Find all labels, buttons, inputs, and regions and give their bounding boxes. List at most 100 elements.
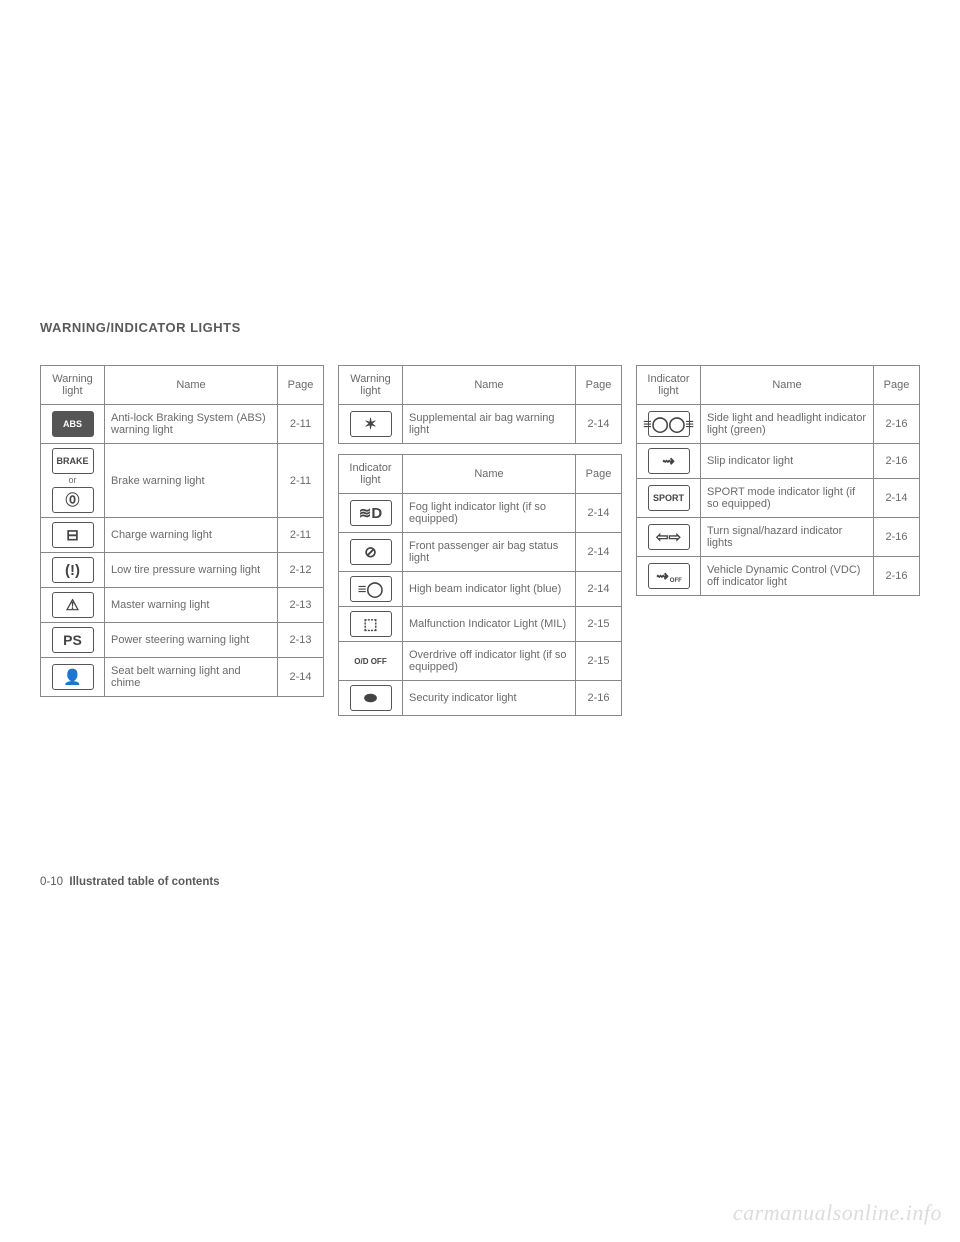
table-row: BRAKEor⓪Brake warning light2-11 <box>41 444 324 518</box>
page-ref-cell: 2-14 <box>576 405 622 444</box>
header-page: Page <box>278 366 324 405</box>
page-ref-cell: 2-14 <box>278 658 324 697</box>
watermark: carmanualsonline.info <box>733 1200 942 1226</box>
section-title: WARNING/INDICATOR LIGHTS <box>40 320 920 335</box>
page-ref-cell: 2-14 <box>576 494 622 533</box>
light-name-cell: Master warning light <box>105 588 278 623</box>
header-type: Indicator light <box>637 366 701 405</box>
indicator-icon: ⚠ <box>52 592 94 618</box>
table-row: SPORTSPORT mode indicator light (if so e… <box>637 479 920 518</box>
icon-cell: ⇦⇨ <box>637 518 701 557</box>
icon-cell: 👤 <box>41 658 105 697</box>
light-name-cell: Low tire pressure warning light <box>105 553 278 588</box>
page-ref-cell: 2-13 <box>278 588 324 623</box>
light-name-cell: Supplemental air bag warning light <box>403 405 576 444</box>
footer-page: 0-10 <box>40 876 63 888</box>
footer-text: Illustrated table of contents <box>69 876 219 888</box>
column-3: Indicator light Name Page ≡◯◯≡Side light… <box>636 365 920 716</box>
page-ref-cell: 2-16 <box>874 405 920 444</box>
icon-cell: ≋D <box>339 494 403 533</box>
table-row: ⬚ Malfunction Indicator Light (MIL)2-15 <box>339 607 622 642</box>
page-ref-cell: 2-14 <box>874 479 920 518</box>
page-ref-cell: 2-16 <box>874 557 920 596</box>
indicator-icon: ⊟ <box>52 522 94 548</box>
table-row: PSPower steering warning light2-13 <box>41 623 324 658</box>
header-page: Page <box>874 366 920 405</box>
indicator-icon: ≡◯ <box>350 576 392 602</box>
page-ref-cell: 2-15 <box>576 607 622 642</box>
indicator-icon: ⬬ <box>350 685 392 711</box>
icon-cell: ⇝ <box>637 444 701 479</box>
column-2: Warning light Name Page ✶Supplemental ai… <box>338 365 622 716</box>
page-ref-cell: 2-16 <box>874 444 920 479</box>
table-row: ≡◯ High beam indicator light (blue)2-14 <box>339 572 622 607</box>
light-name-cell: Security indicator light <box>403 681 576 716</box>
page-ref-cell: 2-12 <box>278 553 324 588</box>
page-ref-cell: 2-14 <box>576 533 622 572</box>
icon-cell: ABS <box>41 405 105 444</box>
indicator-icon: ≋D <box>350 500 392 526</box>
icon-cell: ≡◯ <box>339 572 403 607</box>
icon-cell: ⊘ <box>339 533 403 572</box>
page-ref-cell: 2-11 <box>278 405 324 444</box>
page-ref-cell: 2-14 <box>576 572 622 607</box>
page-ref-cell: 2-15 <box>576 642 622 681</box>
page-ref-cell: 2-16 <box>874 518 920 557</box>
light-name-cell: High beam indicator light (blue) <box>403 572 576 607</box>
header-name: Name <box>701 366 874 405</box>
icon-cell: SPORT <box>637 479 701 518</box>
icon-cell: BRAKEor⓪ <box>41 444 105 518</box>
table-col2b: Indicator light Name Page ≋D Fog light in… <box>338 454 622 716</box>
icon-cell: ✶ <box>339 405 403 444</box>
indicator-icon: ABS <box>52 411 94 437</box>
light-name-cell: Slip indicator light <box>701 444 874 479</box>
header-name: Name <box>403 366 576 405</box>
light-name-cell: Malfunction Indicator Light (MIL) <box>403 607 576 642</box>
indicator-icon: SPORT <box>648 485 690 511</box>
table-col2a: Warning light Name Page ✶Supplemental ai… <box>338 365 622 444</box>
light-name-cell: Front passenger air bag status light <box>403 533 576 572</box>
table-row: ⬬Security indicator light2-16 <box>339 681 622 716</box>
icon-cell: PS <box>41 623 105 658</box>
table-row: ⇝ Slip indicator light2-16 <box>637 444 920 479</box>
indicator-icon: ✶ <box>350 411 392 437</box>
column-1: Warning light Name Page ABSAnti-lock Bra… <box>40 365 324 716</box>
table-row: ABSAnti-lock Braking System (ABS) warnin… <box>41 405 324 444</box>
indicator-icon: ⇝OFF <box>648 563 690 589</box>
table-row: ⇦⇨ Turn signal/hazard indicator lights2-1… <box>637 518 920 557</box>
table-row: ⊘ Front passenger air bag status light2-1… <box>339 533 622 572</box>
icon-cell: ⊟ <box>41 518 105 553</box>
light-name-cell: Fog light indicator light (if so equippe… <box>403 494 576 533</box>
columns-container: Warning light Name Page ABSAnti-lock Bra… <box>40 365 920 716</box>
light-name-cell: Seat belt warning light and chime <box>105 658 278 697</box>
indicator-icon: ⬚ <box>350 611 392 637</box>
indicator-icon: 👤 <box>52 664 94 690</box>
indicator-icon: O/D OFF <box>354 658 386 667</box>
light-name-cell: Power steering warning light <box>105 623 278 658</box>
icon-cell: ⬬ <box>339 681 403 716</box>
indicator-icon: ⊘ <box>350 539 392 565</box>
light-name-cell: Charge warning light <box>105 518 278 553</box>
page-ref-cell: 2-11 <box>278 444 324 518</box>
page-ref-cell: 2-13 <box>278 623 324 658</box>
indicator-icon: ⇦⇨ <box>648 524 690 550</box>
light-name-cell: Turn signal/hazard indicator lights <box>701 518 874 557</box>
header-type: Warning light <box>41 366 105 405</box>
header-name: Name <box>403 455 576 494</box>
light-name-cell: Vehicle Dynamic Control (VDC) off indica… <box>701 557 874 596</box>
light-name-cell: Brake warning light <box>105 444 278 518</box>
icon-cell: ⚠ <box>41 588 105 623</box>
table-row: ≡◯◯≡Side light and headlight indicator l… <box>637 405 920 444</box>
icon-cell: ⬚ <box>339 607 403 642</box>
icon-cell: (!) <box>41 553 105 588</box>
table-row: (!)Low tire pressure warning light2-12 <box>41 553 324 588</box>
table-col1: Warning light Name Page ABSAnti-lock Bra… <box>40 365 324 697</box>
indicator-icon: ⇝ <box>648 448 690 474</box>
indicator-icon: BRAKE <box>52 448 94 474</box>
light-name-cell: Overdrive off indicator light (if so equ… <box>403 642 576 681</box>
icon-cell: ≡◯◯≡ <box>637 405 701 444</box>
icon-cell: ⇝OFF <box>637 557 701 596</box>
header-type: Indicator light <box>339 455 403 494</box>
header-page: Page <box>576 455 622 494</box>
indicator-icon: ≡◯◯≡ <box>648 411 690 437</box>
